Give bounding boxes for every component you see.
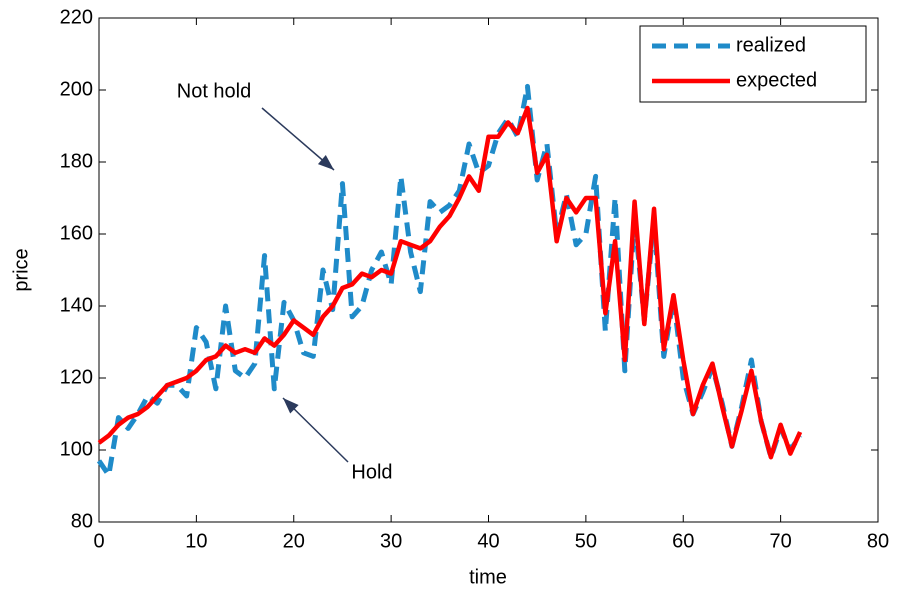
legend-label: realized: [736, 34, 806, 56]
series-line: [96, 83, 803, 478]
y-tick-label: 220: [60, 6, 93, 28]
series-line: [97, 105, 803, 460]
x-tick-label: 60: [672, 530, 694, 552]
x-axis-label: time: [469, 566, 507, 588]
annotation: Hold: [351, 461, 392, 483]
x-tick-label: 80: [867, 530, 889, 552]
y-tick-label: 100: [60, 438, 93, 460]
x-tick-label: 40: [477, 530, 499, 552]
x-tick-label: 70: [770, 530, 792, 552]
x-tick-label: 0: [93, 530, 104, 552]
y-tick-label: 200: [60, 78, 93, 100]
x-tick-label: 20: [283, 530, 305, 552]
legend-box: [639, 25, 867, 103]
arrow-head: [317, 155, 334, 170]
arrow-head: [283, 398, 299, 414]
x-tick-label: 50: [575, 530, 597, 552]
x-tick-label: 10: [185, 530, 207, 552]
annotation: Not hold: [177, 80, 252, 102]
y-tick-label: 80: [71, 510, 93, 532]
y-tick-label: 120: [60, 366, 93, 388]
legend-label: expected: [736, 69, 817, 91]
x-tick-label: 30: [380, 530, 402, 552]
y-tick-label: 140: [60, 294, 93, 316]
y-axis-label: price: [10, 248, 32, 291]
y-tick-label: 160: [60, 222, 93, 244]
y-tick-label: 180: [60, 150, 93, 172]
